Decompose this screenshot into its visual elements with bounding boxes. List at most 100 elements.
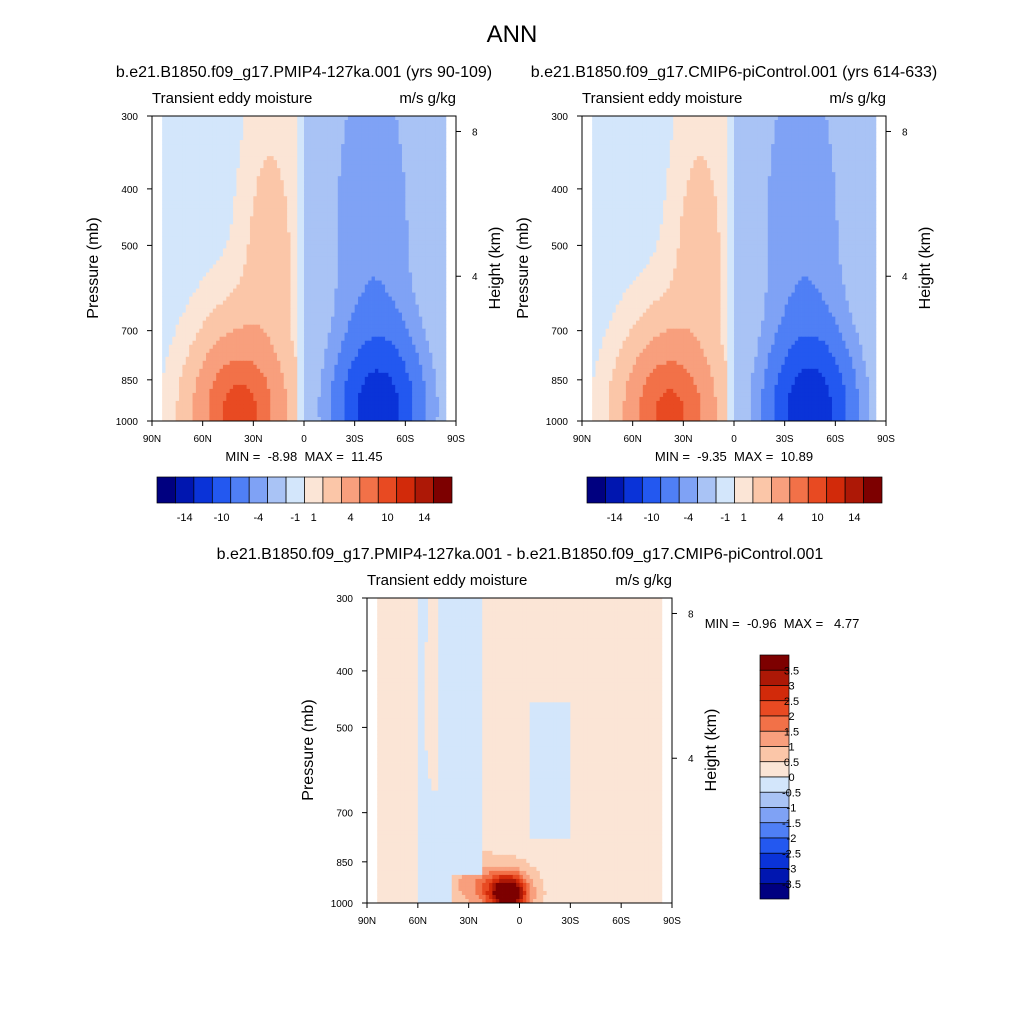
field-cell [253,324,258,330]
field-cell [381,260,386,265]
field-cell [425,128,430,133]
field-cell [351,332,356,338]
field-cell [287,212,291,217]
field-cell [412,116,416,121]
field-cell [354,320,359,326]
field-cell [378,228,383,233]
field-cell [307,152,312,157]
field-cell [337,164,342,169]
field-cell [304,152,308,157]
field-cell [222,120,227,125]
field-cell [385,260,389,265]
field-cell [324,244,329,249]
field-cell [304,264,308,269]
field-cell [202,216,207,221]
field-cell [405,116,410,121]
field-cell [192,164,197,169]
field-cell [405,300,410,306]
field-cell [185,196,190,201]
field-cell [216,232,220,237]
field-cell [280,240,285,245]
field-cell [317,240,322,245]
field-cell [324,116,329,121]
field-cell [165,288,170,293]
field-cell [344,148,349,153]
field-cell [162,180,166,185]
field-cell [273,340,278,346]
field-cell [304,292,308,297]
field-cell [347,200,352,205]
field-cell [206,148,210,153]
field-cell [405,132,410,137]
field-cell [324,216,329,221]
field-cell [314,216,318,221]
field-cell [283,236,288,241]
field-cell [432,344,437,350]
field-cell [199,192,204,197]
field-cell [297,268,302,273]
field-cell [418,268,423,273]
field-cell [381,280,386,285]
field-cell [405,196,410,201]
field-cell [337,328,342,334]
field-cell [189,296,193,301]
field-cell [415,232,420,237]
field-cell [307,128,312,133]
field-cell [239,344,244,350]
field-cell [317,180,322,185]
field-cell [398,232,403,237]
field-cell [428,216,433,221]
field-cell [236,232,241,237]
field-cell [341,116,345,121]
field-cell [175,124,180,129]
field-cell [415,256,420,261]
field-cell [239,116,244,121]
field-cell [442,172,447,177]
field-cell [439,228,443,233]
field-cell [432,268,437,273]
field-cell [347,116,352,121]
field-cell [287,304,291,310]
field-cell [260,236,264,241]
field-cell [290,156,295,161]
field-cell [327,280,332,285]
field-cell [354,328,359,334]
field-cell [300,244,305,249]
field-cell [249,144,254,149]
field-cell [290,128,295,133]
field-cell [317,208,322,213]
field-cell [290,224,295,229]
field-cell [297,132,302,137]
field-cell [202,192,207,197]
field-cell [358,304,362,310]
field-cell [374,344,379,350]
field-cell [401,184,406,189]
field-cell [307,180,312,185]
field-cell [304,256,308,261]
field-cell [358,128,362,133]
field-cell [341,140,345,145]
field-cell [297,144,302,149]
field-cell [253,188,258,193]
field-cell [276,288,281,293]
field-cell [317,276,322,281]
field-cell [320,284,325,289]
field-cell [253,280,258,285]
field-cell [172,144,177,149]
field-cell [263,256,268,261]
field-cell [368,252,372,257]
field-cell [249,328,254,334]
field-cell [398,288,403,293]
field-cell [304,208,308,213]
field-cell [260,140,264,145]
field-cell [236,140,241,145]
field-cell [270,140,274,145]
field-cell [418,176,423,181]
field-cell [418,276,423,281]
field-cell [317,224,322,229]
field-cell [358,252,362,257]
field-cell [351,336,356,342]
field-cell [236,276,241,281]
field-cell [364,172,369,177]
field-cell [212,288,217,293]
